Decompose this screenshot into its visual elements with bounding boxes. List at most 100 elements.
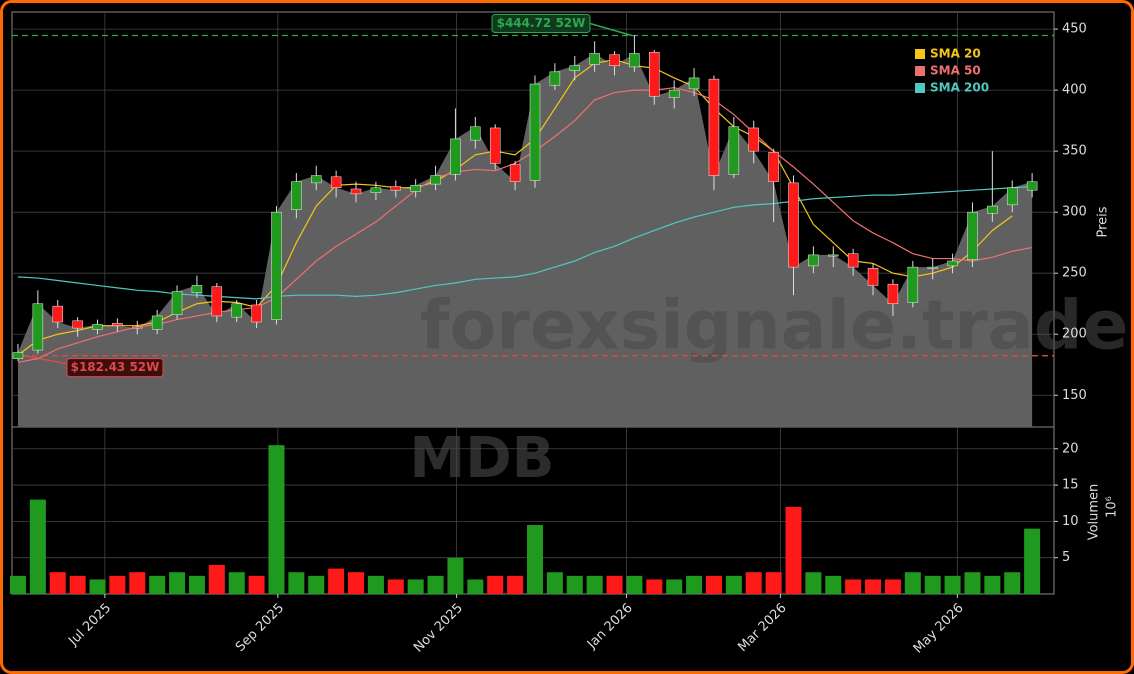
candle-body — [589, 53, 600, 65]
candle-body — [72, 320, 83, 329]
candle-body — [907, 266, 919, 303]
candle-body — [947, 260, 958, 267]
volume-bar — [646, 579, 663, 594]
volume-bar — [487, 575, 504, 594]
volume-bar — [228, 572, 245, 594]
volume-bar — [387, 579, 404, 594]
volume-bar — [109, 575, 126, 594]
candle-body — [569, 65, 581, 71]
watermark: forexsignale.trade — [420, 287, 1129, 366]
volume-bar — [507, 575, 524, 594]
candle-body — [171, 291, 183, 315]
legend-swatch — [915, 49, 925, 59]
candle-body — [112, 323, 123, 326]
candle-body — [688, 77, 700, 90]
price-area — [17, 53, 1033, 427]
candle-body — [828, 254, 839, 257]
candle-body — [231, 303, 242, 318]
marks: $444.72 52W $182.43 52W — [9, 14, 1054, 594]
candle-body — [987, 205, 998, 214]
legend-label: SMA 50 — [930, 64, 981, 78]
volume-bar — [686, 575, 703, 594]
candle-body — [668, 89, 680, 98]
volume-bar — [288, 572, 305, 594]
volume-bar — [725, 575, 742, 594]
y-tick-label: 300 — [1062, 205, 1087, 220]
volume-bar — [29, 499, 46, 594]
y-tick-label: 20 — [1062, 441, 1079, 456]
volume-bar — [924, 575, 941, 594]
volume-bar — [308, 575, 325, 594]
volume-bar — [188, 575, 205, 594]
volume-bar — [348, 572, 365, 594]
y-tick-label: 5 — [1062, 550, 1070, 565]
volume-bar — [169, 572, 186, 594]
candle-body — [1026, 181, 1038, 191]
sma-line — [17, 87, 1033, 363]
annotation-box — [491, 14, 591, 34]
candle-body — [132, 326, 143, 329]
candle-body — [92, 324, 103, 330]
volume-bar — [845, 579, 862, 594]
legend-label: SMA 200 — [930, 81, 989, 95]
candle-body — [211, 286, 223, 317]
volume-bar — [566, 575, 583, 594]
candle-body — [867, 268, 879, 286]
legend-label: SMA 20 — [930, 47, 981, 61]
candle-body — [450, 138, 461, 175]
candle-body — [808, 254, 819, 267]
candle-body — [927, 266, 938, 269]
volume-bar — [745, 572, 762, 594]
candle-body — [430, 175, 441, 185]
y-tick-label: 150 — [1062, 388, 1087, 403]
volume-bar — [805, 572, 822, 594]
volume-bar — [407, 579, 424, 594]
volume-bar — [49, 572, 66, 594]
candle-body — [609, 54, 620, 66]
volume-bar — [705, 575, 722, 594]
price-area — [17, 53, 1033, 427]
volume-bar — [865, 579, 882, 594]
candle-body — [310, 175, 322, 184]
volume-bar — [248, 575, 265, 594]
symbol-watermark: MDB — [410, 426, 555, 491]
candle-body — [390, 186, 402, 191]
candle-body — [509, 164, 521, 182]
candle-body — [748, 127, 759, 152]
annotation: $444.72 52W — [497, 16, 586, 30]
y-tick-label: 200 — [1062, 327, 1087, 342]
sma-line — [17, 185, 1033, 300]
candle-body — [410, 185, 421, 192]
legend-swatch — [915, 66, 925, 76]
y-axis-label: Preis — [1096, 206, 1111, 237]
candle-body — [489, 127, 501, 164]
volume-bar — [626, 575, 643, 594]
legend-swatch — [915, 83, 925, 93]
volume-bar — [1024, 528, 1041, 594]
volume-bar — [328, 568, 345, 594]
volume-bar — [944, 575, 961, 594]
volume-bar — [546, 572, 563, 594]
volume-bar — [785, 506, 802, 594]
volume-bar — [606, 575, 623, 594]
volume-bar — [884, 579, 901, 594]
volume-bar — [964, 572, 981, 594]
candle-body — [350, 188, 362, 195]
volume-bar — [208, 564, 225, 594]
annotation: $182.43 52W — [71, 360, 160, 374]
candle-body — [151, 315, 163, 330]
annotation-box — [66, 358, 164, 378]
candle-body — [191, 285, 203, 293]
volume-bar — [149, 575, 166, 594]
volume-bar — [765, 572, 782, 594]
volume-bar — [9, 575, 26, 594]
candle-body — [967, 211, 978, 261]
candle-body — [32, 303, 44, 351]
volume-bar — [666, 579, 683, 594]
candle-body — [629, 53, 640, 68]
candle-body — [649, 52, 660, 97]
y-tick-label: 250 — [1062, 266, 1087, 281]
y-tick-label: 10 — [1062, 514, 1079, 529]
candle-body — [291, 181, 302, 210]
candle-body — [768, 152, 779, 182]
